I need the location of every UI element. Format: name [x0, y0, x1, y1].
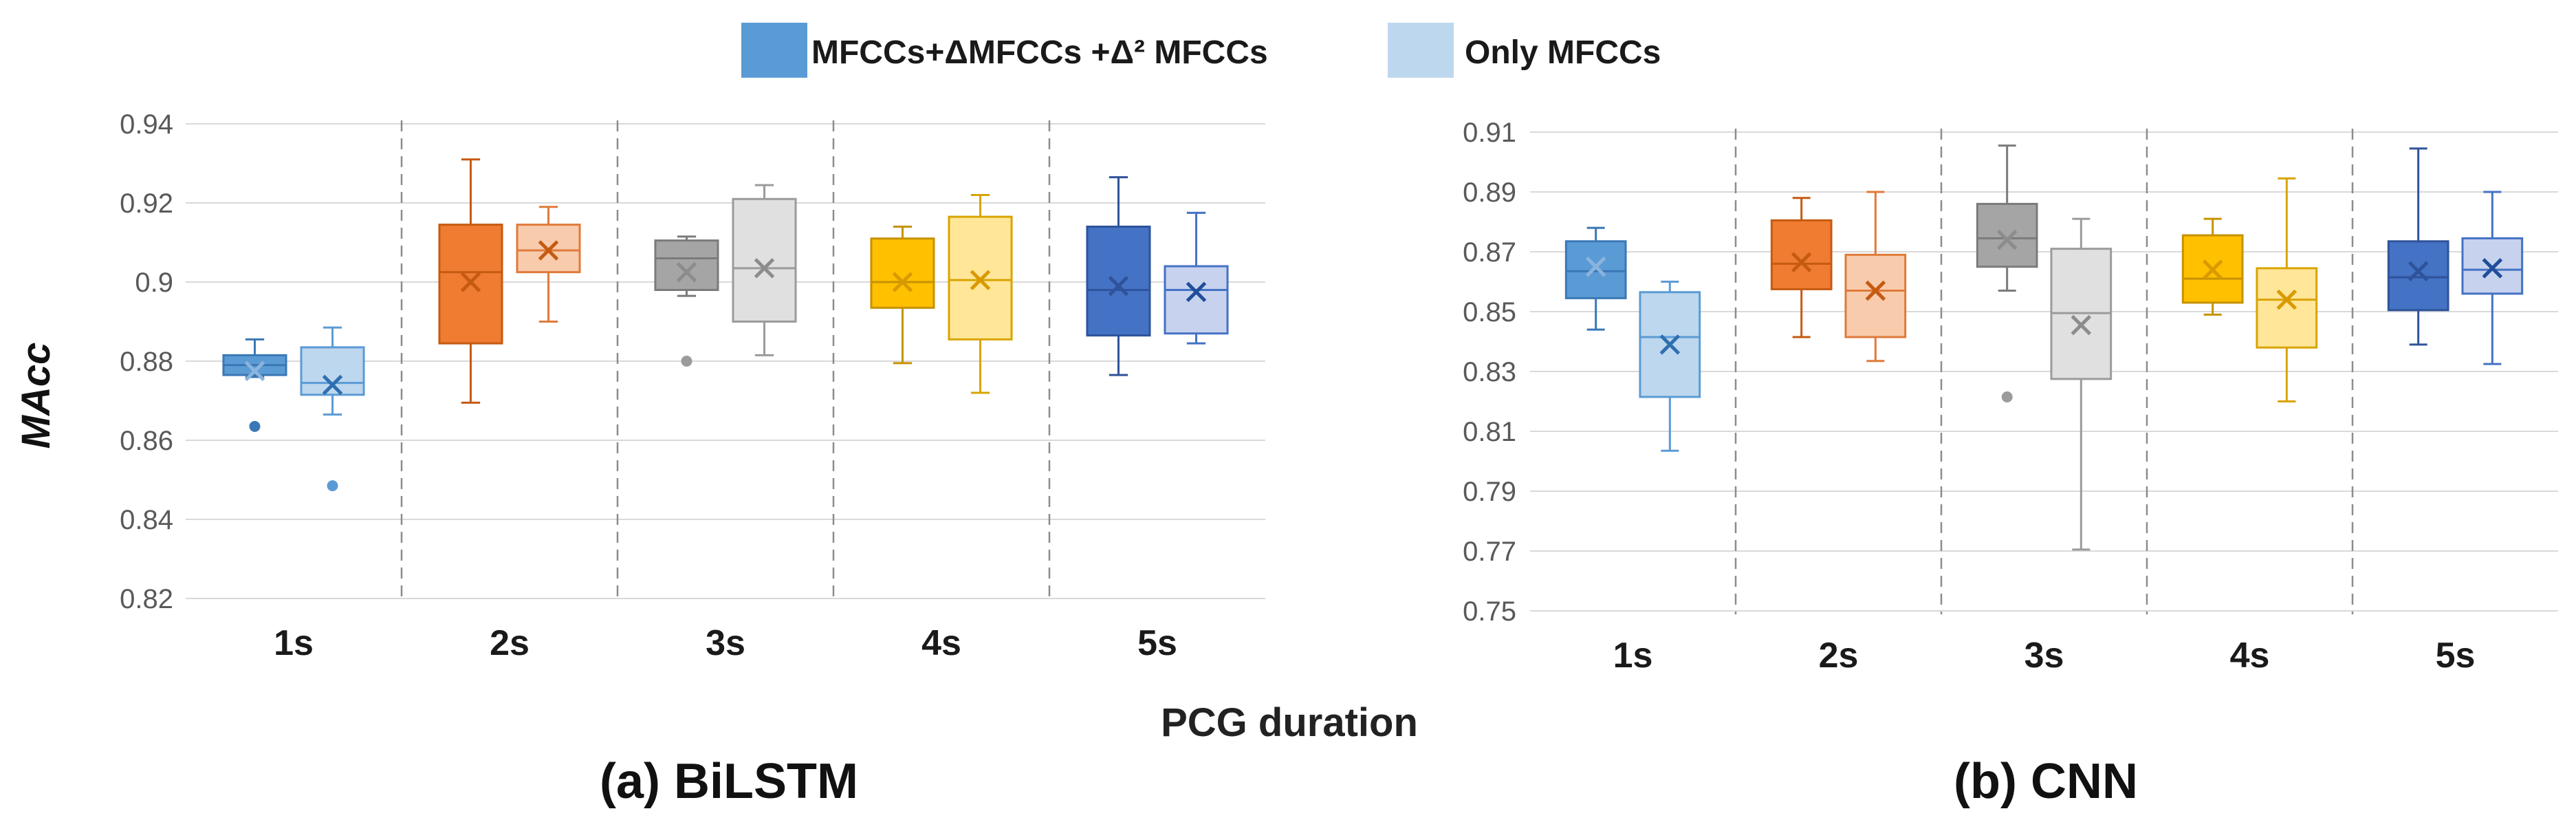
- box-4s-series-2: [2256, 177, 2318, 402]
- box-4s-series-1: [870, 226, 935, 365]
- mean-marker: [970, 270, 991, 290]
- iqr-box: [2387, 240, 2449, 312]
- iqr-box: [1844, 253, 1907, 338]
- mean-marker: [1585, 256, 1606, 277]
- mean-marker: [244, 360, 265, 382]
- y-tick-label: 0.86: [120, 426, 173, 456]
- box-2s-series-1: [438, 158, 503, 404]
- box-2s-series-2: [516, 206, 581, 323]
- iqr-box: [654, 239, 719, 291]
- outlier-point: [2001, 391, 2013, 402]
- mean-marker: [2276, 289, 2297, 310]
- outlier-point: [327, 480, 338, 492]
- legend-swatch-series-a: [741, 23, 807, 78]
- category-label: 5s: [1137, 623, 1177, 663]
- y-tick-label: 0.79: [1463, 477, 1516, 507]
- mean-marker: [754, 258, 775, 279]
- iqr-box: [1976, 202, 2038, 268]
- legend-swatch-series-b: [1388, 23, 1454, 78]
- iqr-box: [732, 197, 797, 323]
- iqr-box: [1164, 265, 1229, 335]
- mean-marker: [1186, 281, 1207, 303]
- y-tick-label: 0.83: [1463, 357, 1516, 387]
- box-5s-series-1: [1086, 176, 1151, 376]
- y-tick-label: 0.75: [1463, 596, 1516, 627]
- y-tick-label: 0.87: [1463, 237, 1516, 268]
- y-tick-label: 0.85: [1463, 297, 1516, 327]
- box-1s-series-1: [1564, 226, 1627, 331]
- category-label: 4s: [2230, 636, 2270, 676]
- x-axis-label: PCG duration: [1161, 700, 1418, 745]
- legend-label-series-a: MFCCs+ΔMFCCs +Δ² MFCCs: [811, 34, 1268, 71]
- category-label: 5s: [2436, 636, 2476, 676]
- iqr-box: [300, 346, 365, 396]
- iqr-box: [948, 215, 1013, 341]
- box-3s-series-1: [654, 235, 719, 367]
- outlier-point: [249, 420, 261, 432]
- subtitle-cnn: (b) CNN: [1954, 754, 2138, 809]
- y-tick-label: 0.81: [1463, 417, 1516, 447]
- category-label: 1s: [274, 623, 314, 663]
- y-tick-label: 0.9: [135, 268, 173, 298]
- category-label: 4s: [921, 623, 961, 663]
- outlier-point: [681, 356, 692, 367]
- y-tick-label: 0.84: [120, 505, 173, 535]
- box-5s-series-2: [2461, 191, 2524, 365]
- y-tick-label: 0.89: [1463, 177, 1516, 208]
- box-4s-series-1: [2181, 217, 2244, 316]
- category-label: 2s: [1819, 636, 1859, 676]
- mean-marker: [1108, 275, 1129, 296]
- mean-marker: [2202, 259, 2223, 280]
- category-label: 3s: [2024, 636, 2064, 676]
- y-tick-label: 0.91: [1463, 118, 1516, 148]
- box-1s-series-1: [222, 338, 287, 432]
- mean-marker: [1791, 252, 1812, 272]
- y-tick-label: 0.88: [120, 347, 173, 377]
- box-4s-series-2: [948, 194, 1013, 394]
- panel-cnn: 0.75 0.77 0.79 0.81 0.83 0.85 0.87 0.89 0.91 1s 2s…: [1463, 118, 2558, 676]
- iqr-box: [2256, 267, 2318, 349]
- iqr-box: [1770, 219, 1833, 290]
- category-label: 1s: [1613, 636, 1653, 676]
- box-1s-series-2: [1639, 281, 1701, 452]
- iqr-box: [1564, 240, 1627, 299]
- mean-marker: [1996, 229, 2018, 250]
- iqr-box: [870, 237, 935, 309]
- category-label: 3s: [706, 623, 745, 663]
- y-tick-label: 0.94: [120, 109, 173, 140]
- box-2s-series-1: [1770, 197, 1833, 338]
- mean-marker: [538, 240, 559, 261]
- box-3s-series-2: [2050, 217, 2113, 551]
- mean-marker: [676, 261, 697, 283]
- box-1s-series-2: [300, 326, 365, 492]
- mean-marker: [2071, 314, 2092, 336]
- y-tick-label: 0.92: [120, 188, 173, 219]
- mean-marker: [2408, 261, 2429, 282]
- box-5s-series-1: [2387, 147, 2449, 346]
- box-3s-series-1: [1976, 144, 2038, 402]
- y-axis-label: MAcc: [14, 343, 58, 449]
- box-3s-series-2: [732, 184, 797, 356]
- iqr-box: [438, 224, 503, 345]
- y-tick-label: 0.82: [120, 584, 173, 614]
- mean-marker: [1865, 280, 1886, 301]
- iqr-box: [1086, 226, 1151, 337]
- mean-marker: [1659, 334, 1681, 355]
- legend-label-series-b: Only MFCCs: [1465, 34, 1661, 71]
- mean-marker: [322, 374, 343, 396]
- mean-marker: [892, 272, 913, 292]
- subtitle-bilstm: (a) BiLSTM: [600, 754, 858, 809]
- mean-marker: [2482, 258, 2503, 279]
- panel-bilstm: 0.82 0.84 0.86 0.88 0.9 0.92 0.94 1s 2s 3s 4s 5s: [120, 109, 1265, 663]
- y-tick-label: 0.77: [1463, 537, 1516, 567]
- box-5s-series-2: [1164, 211, 1229, 345]
- legend: MFCCs+ΔMFCCs +Δ² MFCCs Only MFCCs: [741, 23, 1661, 78]
- mean-marker: [460, 272, 481, 292]
- category-label: 2s: [490, 623, 530, 663]
- box-2s-series-2: [1844, 191, 1907, 363]
